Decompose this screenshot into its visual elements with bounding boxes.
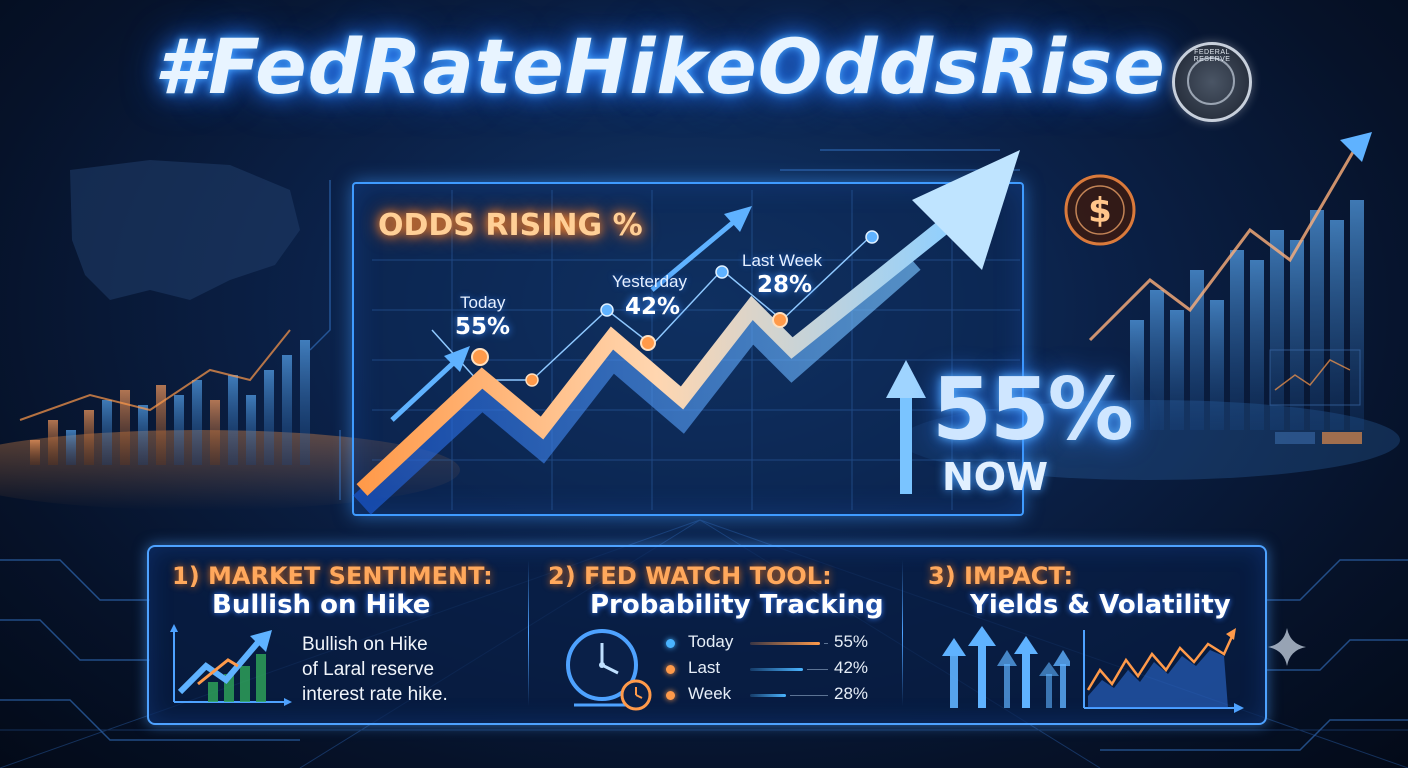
seal-text: FEDERAL RESERVE: [1193, 49, 1231, 63]
page-title: #FedRateHikeOddsRise: [154, 22, 1166, 111]
tracker-bar-track: [807, 669, 828, 670]
tracker-label: Week: [688, 684, 732, 703]
description-line: Bullish on Hike: [302, 634, 428, 655]
tracker-value: 28%: [834, 684, 869, 703]
tracker-bar-track: [790, 695, 828, 696]
volatility-area: [1088, 650, 1228, 708]
volatility-chart-icon: [1083, 628, 1244, 713]
point-label-last-week: Last Week: [742, 251, 823, 270]
point-value-last-week: 28%: [757, 272, 813, 298]
tracker-bar: [750, 668, 803, 671]
section1-heading: 1) MARKET SENTIMENT:: [172, 562, 493, 590]
point-label-yesterday: Yesterday: [612, 272, 687, 291]
zigzag-arrow-head: [912, 150, 1020, 270]
tracker-label: Last: [688, 658, 721, 677]
section3-subheading: Yields & Volatility: [970, 590, 1231, 620]
section2-subheading: Probability Tracking: [590, 590, 884, 620]
section-divider: [902, 560, 903, 706]
sparkle-icon: [1268, 628, 1306, 666]
node-last-week: [772, 312, 788, 328]
tracker-value: 55%: [834, 632, 869, 651]
section-divider: [528, 560, 529, 706]
description-line: interest rate hike.: [302, 684, 448, 705]
big-odds-value: 55%: [932, 360, 1134, 460]
right-bar-chart: [1130, 200, 1364, 430]
tracker-value: 42%: [834, 658, 869, 677]
odds-chart-graphics: [353, 150, 1020, 515]
big-odds-caption: NOW: [942, 455, 1049, 499]
tracker-bar: [750, 642, 820, 645]
dollar-coin-icon: $: [1064, 174, 1136, 246]
tracker-bar: [750, 694, 786, 697]
clock-icon: [566, 629, 652, 711]
tracker-dot: [666, 665, 675, 674]
circuit-lines: [0, 149, 1408, 751]
odds-rising-heading: ODDS RISING %: [378, 208, 643, 243]
tracker-row: Today 55%: [666, 632, 886, 656]
info-panel: [147, 545, 1267, 725]
tracker-row: Week 28%: [666, 684, 886, 708]
us-map-silhouette: [70, 160, 300, 300]
zigzag-arrow: [356, 213, 957, 496]
point-value-yesterday: 42%: [625, 294, 681, 320]
description-line: of Laral reserve: [302, 659, 435, 680]
tracker-label: Today: [688, 632, 734, 651]
tracker-bar-track: [824, 643, 828, 644]
yields-arrows-icon: [942, 626, 1070, 708]
zigzag-arrow-shadow: [353, 250, 921, 515]
node-today: [471, 348, 489, 366]
bullish-chart-icon: [170, 624, 292, 706]
tracker-dot: [666, 691, 675, 700]
point-label-today: Today: [460, 293, 506, 312]
tracker-row: Last 42%: [666, 658, 886, 682]
section1-subheading: Bullish on Hike: [212, 590, 431, 620]
point-value-today: 55%: [455, 314, 511, 340]
section2-heading: 2) FED WATCH TOOL:: [548, 562, 832, 590]
left-bar-chart: [30, 340, 310, 465]
node-yesterday: [640, 335, 656, 351]
section1-description: Bullish on Hike of Laral reserve interes…: [302, 632, 448, 707]
fed-seal-icon: FEDERAL RESERVE: [1172, 42, 1252, 122]
section3-heading: 3) IMPACT:: [928, 562, 1074, 590]
svg-text:$: $: [1088, 191, 1112, 231]
up-arrow-icon: [886, 360, 926, 494]
tracker-dot: [666, 639, 675, 648]
